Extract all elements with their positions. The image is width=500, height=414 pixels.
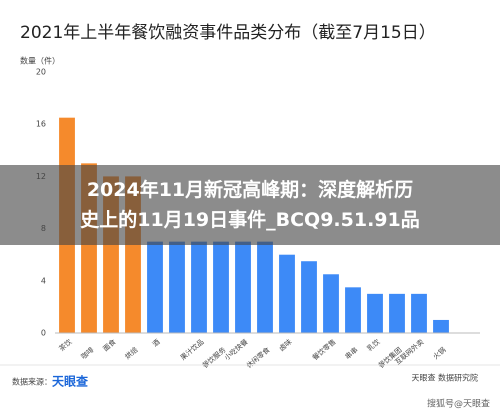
bar — [169, 241, 185, 333]
bar — [323, 274, 339, 333]
y-tick-label: 20 — [36, 68, 46, 77]
overlay-line: 2024年11月新冠高峰期：深度解析历 — [86, 179, 414, 201]
bar — [147, 241, 163, 333]
y-axis-label: 数量（件） — [20, 56, 60, 66]
chart-title: 2021年上半年餐饮融资事件品类分布（截至7月15日） — [20, 23, 436, 43]
source-label: 数据来源： — [12, 377, 52, 387]
bar — [411, 293, 427, 333]
bar — [213, 241, 229, 333]
overlay-line: 史上的11月19日事件_BCQ9.51.91品 — [80, 209, 420, 231]
credit: 天眼查 数据研究院 — [411, 373, 478, 383]
bar — [235, 241, 251, 333]
bar — [301, 261, 317, 333]
x-tick-label: 酒 — [151, 338, 162, 349]
bar — [433, 319, 449, 333]
bar — [257, 241, 273, 333]
y-tick-label: 16 — [36, 120, 46, 129]
watermark: 搜狐号@天眼查 — [427, 398, 490, 410]
source-brand: 天眼查 — [52, 374, 89, 389]
bar — [345, 287, 361, 333]
bar — [191, 241, 207, 333]
y-tick-label: 4 — [41, 276, 46, 285]
bar — [279, 254, 295, 333]
bar — [367, 293, 383, 333]
y-tick-label: 0 — [41, 329, 46, 338]
bar — [389, 293, 405, 333]
overlay-banner: 2024年11月新冠高峰期：深度解析历 史上的11月19日事件_BCQ9.51.… — [0, 165, 500, 245]
